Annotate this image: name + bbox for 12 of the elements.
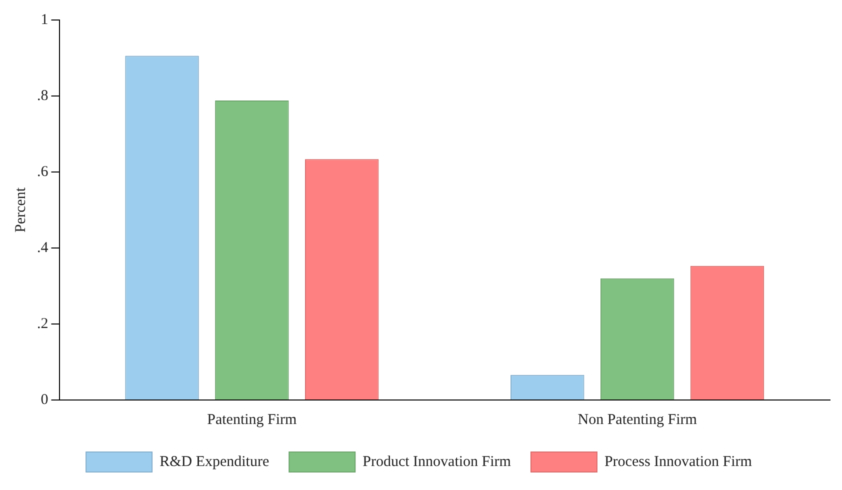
y-tick-label: .4 [37, 240, 49, 256]
y-tick-label: .8 [37, 88, 48, 104]
x-tick-label: Patenting Firm [207, 412, 298, 428]
x-tick-label: Non Patenting Firm [578, 412, 698, 428]
y-axis-title: Percent [12, 186, 29, 232]
legend-label: Process Innovation Firm [604, 454, 752, 470]
y-tick-label: 1 [40, 12, 48, 28]
y-tick-label: 0 [40, 392, 48, 408]
y-tick-label: .2 [37, 316, 48, 332]
legend-label: R&D Expenditure [160, 454, 270, 470]
y-tick-label: .6 [37, 164, 49, 180]
legend-label: Product Innovation Firm [362, 454, 512, 470]
